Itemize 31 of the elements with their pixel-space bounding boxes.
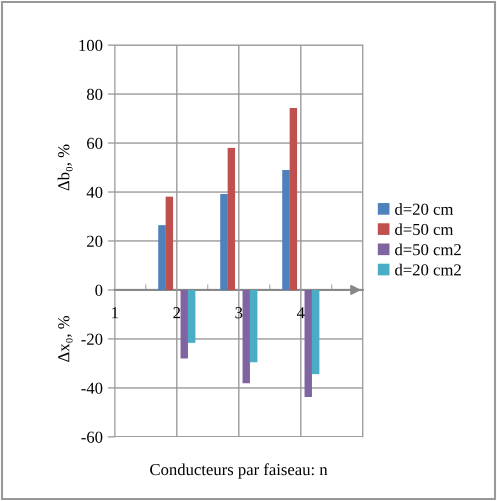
x-tick-label: 2	[173, 307, 180, 318]
x-tick-label: 3	[235, 307, 242, 318]
x-tick-label: 1	[112, 307, 118, 318]
legend-label: d=20 cm2	[395, 264, 461, 276]
y-tick-label: 40	[86, 186, 102, 198]
bar	[166, 196, 174, 290]
legend-label: d=50 cm	[395, 223, 454, 236]
y-tick-label: 100	[79, 40, 102, 52]
y-axis-title: Δb₀, %	[58, 144, 73, 190]
bar	[242, 290, 250, 384]
y-tick-label: 20	[87, 236, 102, 247]
bar	[250, 290, 258, 362]
bar	[282, 170, 290, 290]
bar	[220, 194, 228, 290]
bar	[304, 290, 312, 397]
x-axis-title: Conducteurs par faiseau: n	[150, 463, 328, 479]
legend-label: d=20 cm	[395, 203, 454, 215]
y-tick-label: 60	[87, 138, 102, 149]
y-tick-label: 80	[86, 88, 102, 100]
y-tick-label: -60	[81, 432, 102, 443]
legend-label: d=50 cm2	[395, 244, 461, 256]
bar	[158, 225, 166, 290]
text: Δx₀, %	[58, 316, 73, 362]
bar	[312, 290, 320, 374]
bar	[290, 108, 298, 290]
y-tick-label: -20	[81, 334, 102, 345]
y-tick-label: 0	[95, 284, 102, 296]
bar	[188, 290, 196, 343]
bar	[180, 290, 188, 359]
bar	[228, 148, 236, 290]
y-tick-label: -40	[81, 382, 102, 394]
